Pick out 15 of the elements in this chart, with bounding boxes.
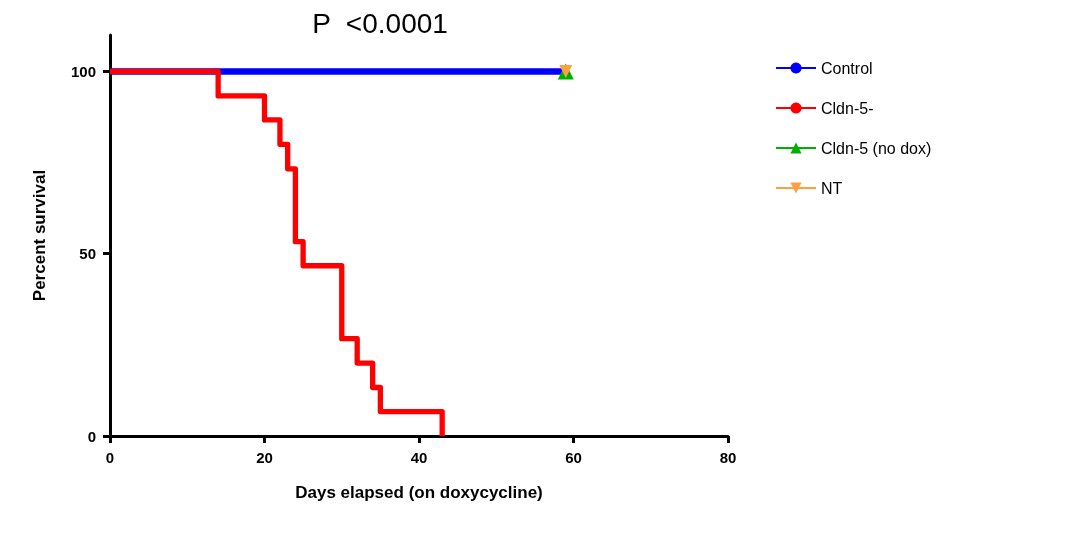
chart-title: P <0.0001 bbox=[312, 7, 448, 39]
legend-label: NT bbox=[821, 179, 843, 197]
legend-label: Cldn-5- bbox=[821, 99, 874, 117]
y-tick-label: 50 bbox=[79, 245, 96, 263]
y-axis-title: Percent survival bbox=[30, 169, 49, 302]
legend-label: Cldn-5 (no dox) bbox=[821, 139, 932, 157]
x-tick-label: 40 bbox=[410, 449, 428, 466]
x-tick-label: 60 bbox=[565, 449, 582, 466]
y-tick-label: 0 bbox=[87, 427, 96, 445]
y-tick-label: 100 bbox=[70, 62, 96, 80]
x-axis-title: Days elapsed (on doxycycline) bbox=[295, 483, 543, 502]
x-tick-label: 80 bbox=[719, 449, 737, 466]
x-tick-label: 0 bbox=[105, 449, 115, 466]
x-tick-label: 20 bbox=[256, 449, 273, 466]
legend-label: Control bbox=[821, 59, 873, 77]
